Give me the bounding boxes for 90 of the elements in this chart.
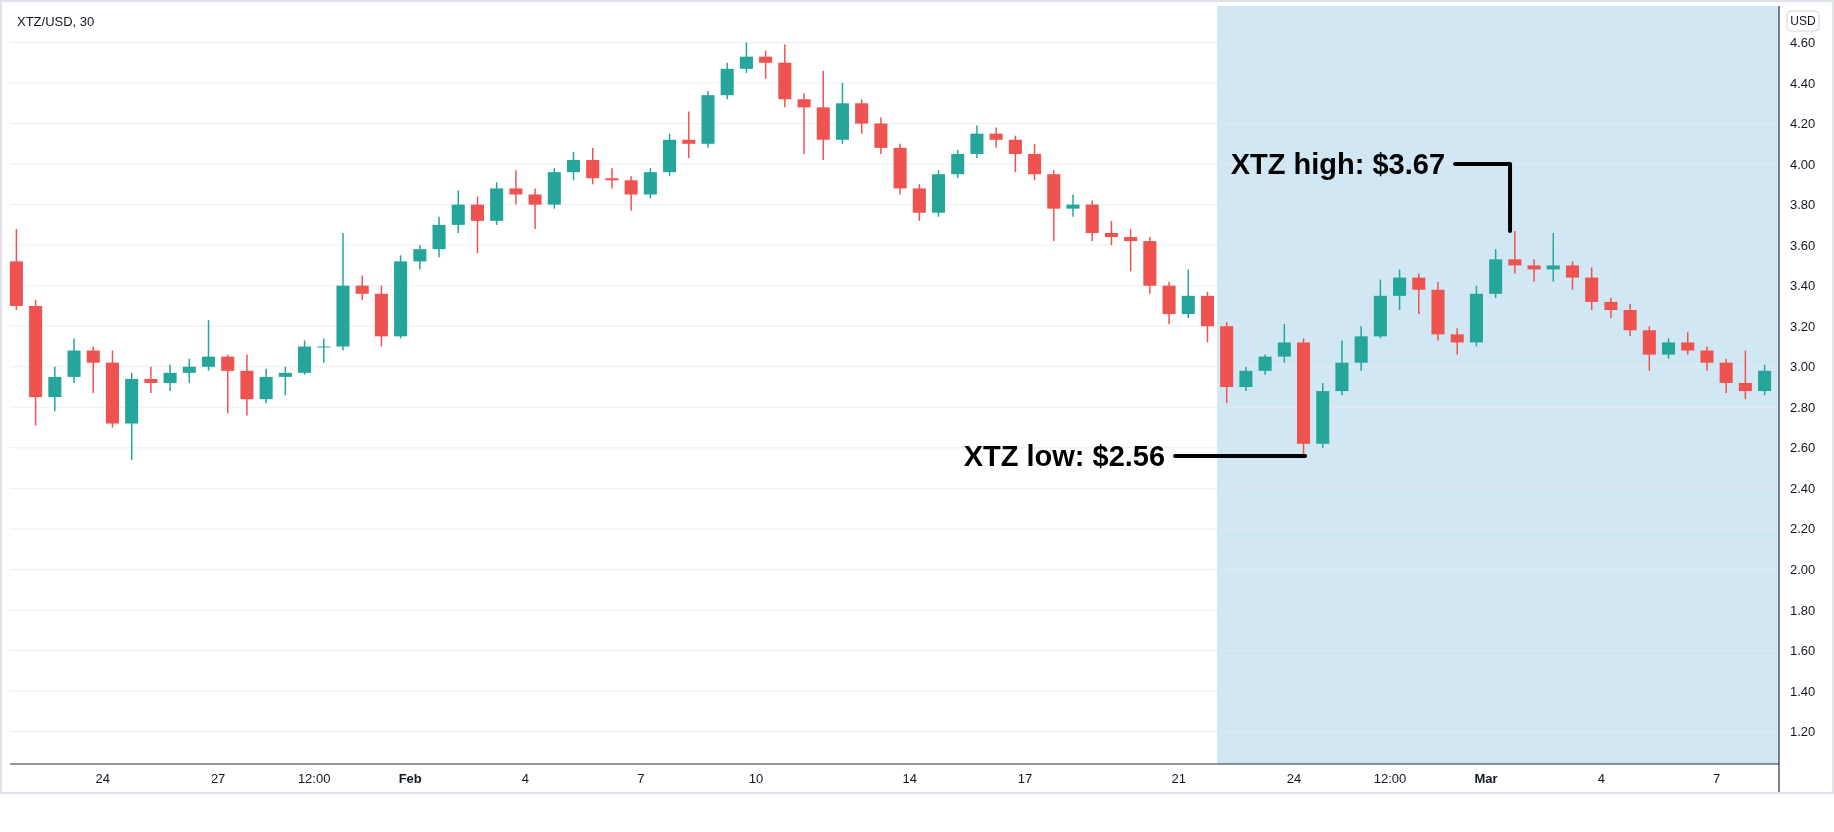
x-tick-label: 12:00	[297, 771, 331, 786]
y-tick-label: 3.60	[1790, 237, 1816, 253]
x-tick-label: 24	[95, 771, 111, 786]
y-tick-label: 1.80	[1790, 602, 1816, 618]
x-tick-label: 7	[637, 771, 645, 786]
annotation: XTZ high: $3.67	[1230, 148, 1446, 181]
candlestick	[413, 244, 427, 271]
candlestick	[739, 41, 753, 74]
candlestick	[1623, 303, 1637, 338]
candlestick	[566, 151, 581, 182]
candlestick	[682, 110, 696, 159]
x-tick-label: 17	[1017, 771, 1033, 786]
candlestick	[1124, 228, 1138, 273]
text: XTZ/USD, 30	[17, 13, 95, 29]
candlestick	[759, 49, 773, 80]
x-tick-label: Mar	[1474, 771, 1498, 786]
candlestick	[951, 149, 965, 180]
candlestick	[970, 124, 984, 159]
candlestick	[451, 189, 465, 234]
x-tick-label: 4	[1597, 771, 1605, 786]
candlestick	[1277, 323, 1291, 364]
candlestick	[1700, 345, 1714, 372]
candlestick	[1258, 353, 1272, 376]
candlestick	[1527, 258, 1541, 283]
y-tick-label: 3.20	[1790, 318, 1816, 334]
candlestick	[605, 167, 619, 190]
candlestick	[1412, 272, 1426, 315]
candlestick	[1604, 297, 1618, 319]
x-tick-label: Feb	[398, 771, 422, 786]
candlestick	[259, 368, 273, 404]
y-tick-label: 1.20	[1790, 724, 1816, 740]
y-tick-label: 1.60	[1790, 643, 1816, 659]
candlestick	[317, 337, 331, 364]
candlestick	[221, 353, 235, 415]
candlestick	[1565, 260, 1580, 291]
candlestick	[1681, 331, 1695, 356]
x-tick-label: 21	[1171, 771, 1186, 786]
candlestick	[278, 366, 292, 396]
y-tick-label: 2.80	[1790, 399, 1816, 415]
candlestick	[855, 98, 869, 135]
candlestick	[1450, 327, 1464, 356]
candlestick	[1008, 134, 1022, 173]
y-tick-label: 2.40	[1790, 480, 1816, 496]
x-tick-label: 12:00	[1373, 771, 1407, 786]
x-tick-label: 14	[902, 771, 917, 786]
x-tick-label: 7	[1712, 771, 1721, 786]
candlestick	[355, 274, 369, 301]
candlestick	[1104, 220, 1118, 246]
x-tick-label: 10	[748, 771, 764, 786]
x-tick-label: 27	[210, 771, 226, 786]
candlestick	[989, 126, 1003, 149]
y-tick-label: 4.20	[1790, 116, 1816, 132]
candlestick	[624, 175, 638, 212]
candlestick	[201, 319, 216, 372]
y-tick-label: 1.40	[1790, 683, 1816, 699]
y-axis-title: USD	[1790, 14, 1816, 29]
y-tick-label: 2.20	[1790, 521, 1816, 537]
candlestick	[1028, 143, 1042, 182]
candlestick	[1181, 268, 1195, 319]
candlestick	[1066, 193, 1080, 218]
candlestick	[86, 345, 100, 394]
candlestick	[586, 147, 600, 186]
candlestick	[470, 195, 484, 255]
x-tick-label: 4	[521, 771, 530, 786]
candlestick	[1393, 268, 1407, 311]
y-tick-label: 4.00	[1790, 156, 1816, 172]
candlestick	[509, 169, 523, 206]
candlestick	[1662, 337, 1676, 360]
y-tick-label: 2.00	[1790, 561, 1816, 577]
candlestick	[48, 366, 62, 413]
y-tick-label: 4.40	[1790, 75, 1816, 91]
candlestick	[182, 357, 196, 384]
y-tick-label: 3.40	[1790, 278, 1816, 294]
annotation: XTZ low: $2.56	[963, 440, 1166, 473]
candlestick	[797, 92, 811, 155]
candlestick	[1738, 349, 1752, 400]
candlestick	[163, 363, 177, 392]
y-tick-label: 2.60	[1790, 440, 1816, 456]
y-tick-label: 4.60	[1790, 35, 1816, 51]
x-tick-label: 24	[1286, 771, 1302, 786]
candlestick	[1758, 363, 1772, 396]
candlestick	[1239, 366, 1253, 392]
y-tick-label: 3.00	[1790, 359, 1816, 375]
candlestick	[1546, 232, 1560, 283]
y-tick-label: 3.80	[1790, 197, 1816, 213]
candlestick	[1508, 230, 1522, 275]
candlestick	[1719, 357, 1733, 394]
candlestick	[144, 366, 158, 394]
candlestick	[643, 167, 657, 200]
candlestick	[528, 187, 542, 230]
